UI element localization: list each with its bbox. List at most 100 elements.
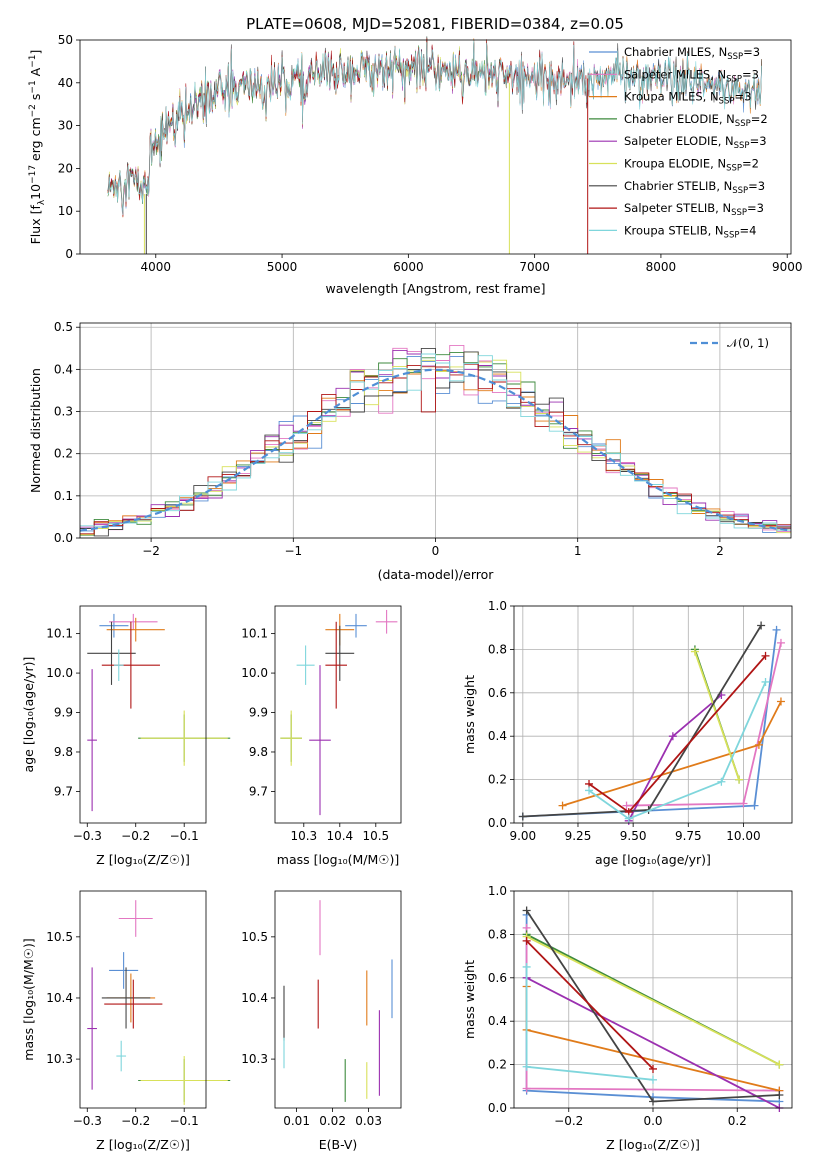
mass-weight-marker [776,638,785,647]
x-tick-label: 0.03 [355,1114,382,1128]
y-tick-label: 0.2 [54,447,73,461]
legend-label: Chabrier ELODIE, NSSP=2 [624,112,768,129]
y-tick-label: 9.7 [249,784,268,798]
y-tick-label: 1.0 [488,599,507,613]
mass-weight-marker [649,1064,657,1073]
mass-weight-marker [522,906,531,915]
y-tick-label: 10.0 [241,666,268,680]
mass-weight-series [562,701,782,807]
legend-label: Salpeter STELIB, NSSP=3 [624,201,764,218]
y-tick-label: 10.3 [46,1052,73,1066]
y-tick-label: 10.4 [241,991,268,1005]
mass-weight-series [526,935,780,1066]
y-tick-label: 9.8 [54,745,73,759]
mass-weight-marker [761,677,770,686]
x-tick-label: 9.00 [509,829,536,843]
x-tick-label: −0.2 [121,829,150,843]
mass-weight-series [525,940,654,1070]
y-tick-label: 20 [58,161,73,175]
chart-title: PLATE=0608, MJD=52081, FIBERID=0384, z=0… [246,15,624,33]
y-tick-label: 9.9 [249,706,268,720]
y-tick-label: 0.0 [488,1101,507,1115]
y-tick-label: 0.1 [54,489,73,503]
mass-weight-marker [757,621,766,630]
x-tick-label: 5000 [267,260,298,274]
y-tick-label: 10 [58,204,73,218]
x-axis-label: (data-model)/error [378,567,495,582]
y-tick-label: 0.2 [488,1058,507,1072]
y-tick-label: 10.4 [46,991,73,1005]
y-axis-label: mass weight [462,675,477,754]
x-tick-label: 10.00 [726,829,760,843]
x-tick-label: 0 [432,544,440,558]
y-tick-label: 0.6 [488,971,507,985]
y-tick-label: 9.7 [54,784,73,798]
x-axis-label: Z [log₁₀(Z/Z☉)] [606,1137,700,1152]
y-tick-label: 40 [58,76,73,90]
panel-mass-weight-vs-Z: −0.2 0.0 0.2 0.0 0.2 0.4 0.6 0.8 1.0 Z [log₁₀(Z/Z… [462,884,793,1152]
y-tick-label: 10.0 [46,666,73,680]
mass-weight-series [522,625,762,818]
mass-weight-marker [717,777,726,786]
x-tick-label: 10.5 [362,829,389,843]
mass-weight-series [694,651,740,780]
y-tick-label: 0.4 [488,729,507,743]
x-tick-label: 4000 [140,260,171,274]
mass-weight-marker [668,732,677,741]
x-tick-label: 6000 [393,260,424,274]
plot-area [87,900,231,1105]
mass-weight-marker [522,1084,531,1093]
y-tick-label: 1.0 [488,884,507,898]
spectrum-series [107,40,762,216]
x-tick-label: 8000 [646,260,677,274]
x-tick-label: −1 [284,544,302,558]
y-axis-label: Normed distribution [28,368,43,493]
legend-label: Kroupa MILES, NSSP=3 [624,90,751,107]
plot-area [518,621,785,825]
panel-age-vs-mass: 10.3 10.4 10.5 9.7 9.8 9.9 10.0 10.1 mass [log₁₀… [241,605,402,867]
legend-label: Kroupa ELODIE, NSSP=2 [624,157,759,174]
mass-weight-marker [754,740,763,749]
x-tick-label: 0.2 [728,1114,747,1128]
axes-frame [513,890,793,1109]
x-tick-label: 10.3 [290,829,317,843]
axes-frame [274,890,402,1109]
x-axis-label: mass [log₁₀(M/M☉)] [277,852,399,867]
mass-weight-marker [776,697,785,706]
mass-weight-marker [624,814,633,823]
x-tick-label: −0.2 [554,1114,583,1128]
mass-weight-marker [739,799,748,808]
y-tick-label: 0.4 [488,1014,507,1028]
x-tick-label: 1 [574,544,582,558]
x-axis-label: wavelength [Angstrom, rest frame] [325,281,545,296]
axes-frame [79,890,207,1109]
x-tick-label: 7000 [519,260,550,274]
y-axis-label: age [log₁₀(age/yr)] [21,657,36,773]
mass-weight-series [525,967,654,1081]
panel-mass-vs-ebv: 0.01 0.02 0.03 10.3 10.4 10.5 E(B-V) [241,890,402,1152]
x-axis-label: Z [log₁₀(Z/Z☉)] [96,1137,190,1152]
x-tick-label: −0.3 [73,1114,102,1128]
panel-residuals: −2 −1 0 1 2 0.0 0.1 0.2 0.3 0.4 0.5 (data-model)/er… [28,320,792,582]
mass-weight-marker [585,786,594,795]
mass-weight-marker [649,1075,657,1084]
mass-weight-marker [522,936,531,945]
mass-weight-series [526,976,780,1109]
panel-spectrum: 4000 5000 6000 7000 8000 9000 0 10 20 30 40 50 wavel… [28,33,802,296]
mass-weight-marker [775,1060,784,1069]
mass-weight-marker [750,801,759,810]
plot-area [522,906,784,1112]
x-tick-label: 10.4 [326,829,353,843]
normal-curve [79,368,792,532]
x-tick-label: −0.1 [170,829,199,843]
x-tick-label: 9.25 [565,829,592,843]
x-tick-label: −0.3 [73,829,102,843]
mass-weight-series [588,681,767,820]
legend: Chabrier MILES, NSSP=3 Salpeter MILES, NS… [589,45,768,240]
mass-weight-marker [735,775,744,784]
y-tick-label: 0.6 [488,686,507,700]
legend-label: Salpeter ELODIE, NSSP=3 [624,134,767,151]
legend-label: Chabrier MILES, NSSP=3 [624,45,760,62]
plot-area [87,613,231,812]
panel-mass-weight-vs-age: 9.00 9.25 9.50 9.75 10.00 0.0 0.2 0.4 0.6 0.8 1.0 a… [462,599,793,867]
